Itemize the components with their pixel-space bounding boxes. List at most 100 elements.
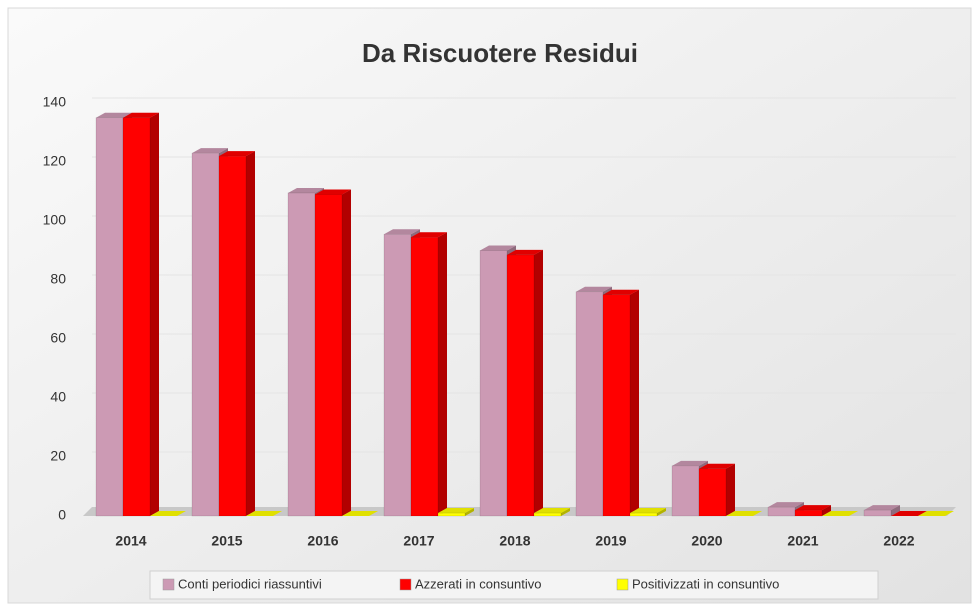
x-tick-label: 2016	[307, 533, 338, 549]
bar	[95, 117, 124, 517]
x-tick-label: 2018	[499, 533, 530, 549]
bar-top-shade	[795, 505, 831, 511]
bar-top-shade	[384, 229, 420, 235]
bar-side-shade	[246, 151, 255, 516]
bar-top	[192, 148, 228, 154]
bar	[575, 291, 604, 517]
legend-label: Conti periodici riassuntivi	[178, 576, 322, 591]
bar-top-shade	[123, 112, 159, 118]
bar	[479, 250, 508, 517]
bar-top	[891, 511, 927, 516]
bar-top-shade	[534, 508, 570, 514]
bar-top-shade	[822, 511, 858, 516]
bar-top-shade	[768, 502, 804, 508]
bar-top-shade	[864, 505, 900, 511]
bar-top-shade	[507, 249, 543, 255]
bar-side-shade	[534, 249, 543, 517]
bar	[218, 155, 247, 517]
bar-side-shade	[465, 508, 474, 516]
bar-top	[918, 511, 954, 516]
bar	[863, 509, 892, 517]
bar-top	[411, 232, 447, 238]
bar-top	[630, 508, 666, 514]
bar-side	[342, 189, 351, 516]
bar-top-shade	[342, 511, 378, 516]
bar-side-shade	[726, 463, 735, 516]
bar-side	[630, 289, 639, 516]
bar-side	[822, 505, 831, 516]
bar-side	[657, 508, 666, 516]
bar-top	[603, 289, 639, 295]
bar-top	[96, 112, 132, 118]
bar-side	[465, 508, 474, 516]
bar-top-shade	[150, 511, 186, 516]
bar-top-shade	[246, 511, 282, 516]
bar	[410, 236, 439, 517]
bar-side-shade	[822, 505, 831, 516]
bar-top	[123, 112, 159, 118]
x-tick-label: 2020	[691, 533, 722, 549]
bar	[794, 509, 823, 517]
x-tick-label: 2015	[211, 533, 242, 549]
bar-top-shade	[603, 289, 639, 295]
bar	[191, 152, 220, 517]
y-tick-label: 80	[50, 271, 66, 287]
bar	[671, 465, 700, 517]
bar-top-shade	[96, 112, 132, 118]
bar-top	[150, 511, 186, 516]
bar-top	[795, 505, 831, 511]
bar-top	[534, 508, 570, 514]
bar-top	[438, 508, 474, 514]
bar-side	[891, 505, 900, 516]
bar-side	[561, 508, 570, 516]
y-tick-label: 140	[43, 94, 67, 110]
bar-side-shade	[630, 289, 639, 516]
bar-top	[864, 505, 900, 511]
bar	[533, 512, 562, 517]
bar-top-shade	[219, 151, 255, 157]
bar-top	[768, 502, 804, 508]
bar-side	[246, 151, 255, 516]
x-tick-label: 2019	[595, 533, 626, 549]
bar-top	[822, 511, 858, 516]
bar-top-shade	[438, 508, 474, 514]
bar-top	[576, 286, 612, 292]
bar-side-shade	[561, 508, 570, 516]
y-tick-label: 40	[50, 389, 66, 405]
bar	[698, 468, 727, 517]
bar-top-shade	[918, 511, 954, 516]
x-tick-label: 2014	[115, 533, 146, 549]
bar-side-shade	[438, 232, 447, 516]
y-tick-label: 60	[50, 330, 66, 346]
bar-side	[150, 112, 159, 516]
bar-top	[699, 463, 735, 469]
bar-top	[315, 189, 351, 195]
bar	[122, 117, 151, 517]
bar-top-shade	[288, 187, 324, 193]
x-tick-label: 2017	[403, 533, 434, 549]
bar-side-shade	[891, 505, 900, 516]
bar	[383, 234, 412, 517]
bar-top	[246, 511, 282, 516]
legend-label: Positivizzati in consuntivo	[632, 576, 779, 591]
bar-top-shade	[315, 189, 351, 195]
bar-top	[342, 511, 378, 516]
chart-title: Da Riscuotere Residui	[362, 38, 638, 68]
bar-top-shade	[192, 148, 228, 154]
y-tick-label: 0	[58, 507, 66, 523]
bar-top-shade	[480, 245, 516, 251]
bar-top	[672, 460, 708, 466]
bar	[506, 254, 535, 517]
bar	[314, 194, 343, 517]
bar	[602, 294, 631, 517]
bar-top	[480, 245, 516, 251]
bar-top	[288, 187, 324, 193]
x-tick-label: 2022	[883, 533, 914, 549]
legend-swatch	[616, 578, 629, 591]
legend-box	[149, 570, 879, 600]
bar-top-shade	[411, 232, 447, 238]
bar	[629, 512, 658, 517]
bar-top-shade	[576, 286, 612, 292]
bar-top	[726, 511, 762, 516]
